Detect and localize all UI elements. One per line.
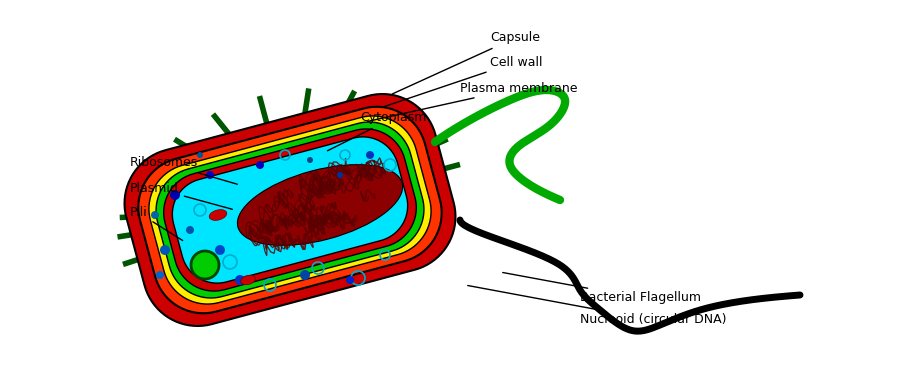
- Text: Cytoplasm: Cytoplasm: [328, 111, 427, 151]
- Polygon shape: [164, 129, 417, 291]
- Text: Nucleoid (circular DNA): Nucleoid (circular DNA): [468, 286, 726, 326]
- Ellipse shape: [238, 165, 402, 245]
- Text: Bacterial Flagellum: Bacterial Flagellum: [503, 273, 701, 305]
- Circle shape: [215, 245, 225, 255]
- Circle shape: [191, 251, 219, 279]
- Circle shape: [337, 172, 343, 178]
- Ellipse shape: [240, 275, 256, 285]
- Circle shape: [346, 276, 354, 284]
- Ellipse shape: [209, 210, 227, 220]
- Circle shape: [206, 171, 214, 179]
- Circle shape: [151, 211, 159, 219]
- Circle shape: [170, 190, 180, 200]
- Circle shape: [160, 245, 170, 255]
- Polygon shape: [156, 122, 424, 298]
- Polygon shape: [172, 137, 408, 283]
- Polygon shape: [139, 107, 442, 313]
- Text: Ribosomes: Ribosomes: [130, 157, 238, 184]
- Polygon shape: [124, 94, 455, 326]
- Text: Capsule: Capsule: [392, 31, 540, 94]
- Circle shape: [366, 151, 374, 159]
- Text: Plasma membrane: Plasma membrane: [368, 81, 578, 121]
- Circle shape: [197, 152, 203, 158]
- Polygon shape: [148, 116, 431, 304]
- Text: Plasmid: Plasmid: [130, 182, 232, 209]
- Circle shape: [235, 275, 245, 285]
- Circle shape: [300, 270, 310, 280]
- Circle shape: [256, 161, 264, 169]
- Text: Pili: Pili: [130, 207, 183, 240]
- Circle shape: [156, 271, 164, 279]
- Text: Cell wall: Cell wall: [382, 56, 543, 107]
- Circle shape: [307, 157, 313, 163]
- Circle shape: [186, 226, 194, 234]
